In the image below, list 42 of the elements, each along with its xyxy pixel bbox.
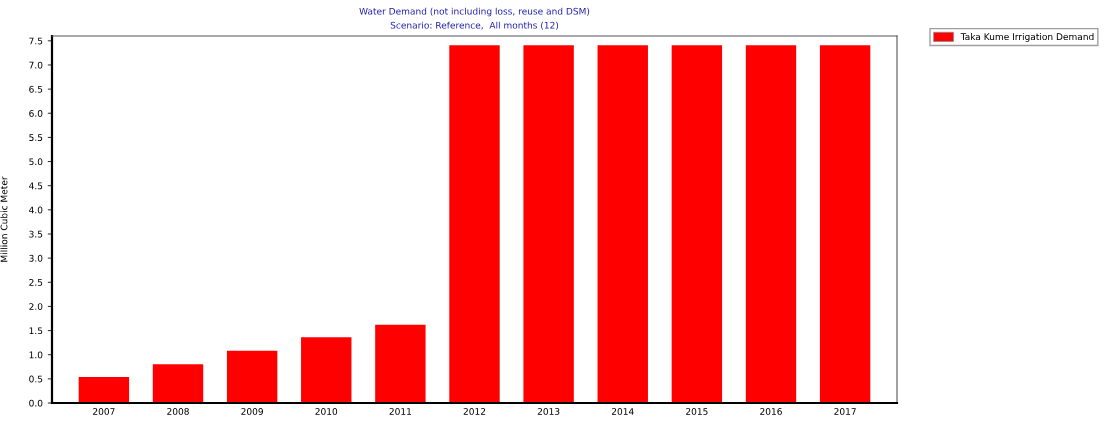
chart-subtitle: Scenario: Reference, All months (12): [390, 21, 559, 30]
y-tick-label: 5.0: [29, 158, 43, 166]
x-tick-label: 2017: [834, 408, 856, 415]
y-tick-label: 2.0: [29, 303, 43, 310]
x-tick-label: 2010: [315, 408, 338, 415]
bar: [449, 45, 500, 403]
y-tick-label: 5.5: [29, 134, 43, 141]
x-tick-label: 2013: [537, 408, 560, 415]
x-tick-label: 2015: [686, 408, 708, 415]
x-tick-label: 2012: [463, 408, 486, 415]
y-tick-label: 2.5: [29, 279, 43, 286]
y-tick-label: 7.0: [29, 61, 43, 69]
y-tick-label: 4.0: [29, 206, 43, 214]
y-tick-label: 3.0: [29, 254, 43, 262]
x-tick-label: 2008: [167, 408, 189, 415]
bar: [152, 364, 204, 403]
y-tick-label: 6.0: [29, 109, 43, 117]
y-tick-label: 7.5: [29, 37, 43, 45]
bar: [523, 45, 574, 403]
y-tick-label: 0.0: [29, 399, 43, 407]
bar: [301, 337, 352, 403]
x-tick-label: 2009: [241, 408, 263, 415]
y-tick-label: 1.5: [29, 327, 43, 335]
chart-title: Water Demand (not including loss, reuse and DSM): [359, 7, 590, 17]
bar: [78, 376, 130, 403]
y-tick-label: 4.5: [29, 182, 43, 190]
bar: [819, 45, 871, 403]
y-tick-label: 3.5: [29, 230, 43, 238]
x-tick-label: 2007: [93, 408, 115, 415]
x-tick-label: 2016: [760, 408, 782, 415]
x-tick-label: 2011: [389, 408, 412, 415]
bar: [745, 45, 797, 403]
bar: [671, 45, 723, 403]
y-tick-label: 0.5: [29, 375, 43, 383]
y-tick-label: 6.5: [29, 85, 43, 93]
x-tick-label: 2014: [611, 408, 634, 415]
y-tick-label: 1.0: [29, 351, 43, 359]
y-axis-title: Million Cubic Meter: [0, 176, 8, 262]
bar: [597, 45, 648, 403]
bar: [375, 324, 426, 403]
bar: [226, 350, 278, 403]
legend-label: Taka Kume Irrigation Demand: [960, 33, 1094, 42]
